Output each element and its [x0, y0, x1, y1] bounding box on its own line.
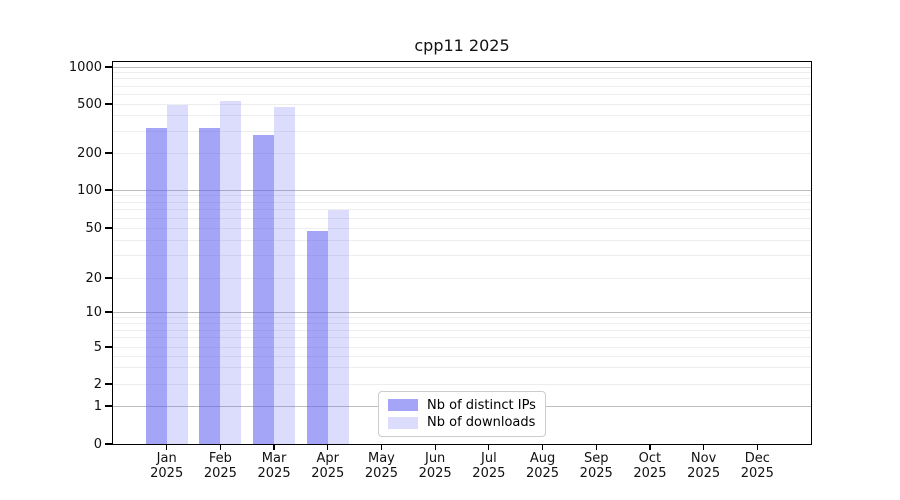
- y-tick-mark: [105, 66, 112, 68]
- gridline-minor: [113, 85, 811, 87]
- gridline-minor: [113, 115, 811, 117]
- y-tick-mark: [105, 443, 112, 445]
- gridline-minor: [113, 217, 811, 219]
- y-tick-label: 1: [93, 398, 102, 414]
- y-tick-label: 5: [93, 339, 102, 355]
- gridline-minor: [113, 227, 811, 229]
- bar-mar-distinct-ips: [253, 135, 275, 444]
- gridline-minor: [113, 355, 811, 357]
- x-tick-label: Oct 2025: [633, 451, 667, 481]
- gridline-major: [113, 189, 811, 191]
- gridline-minor: [113, 103, 811, 105]
- bar-feb-distinct-ips: [199, 127, 221, 444]
- gridline-minor: [113, 130, 811, 132]
- gridline-minor: [113, 277, 811, 279]
- legend-item-downloads: Nb of downloads: [388, 415, 536, 430]
- x-tick-mark: [273, 444, 275, 450]
- legend-swatch-downloads: [388, 416, 418, 429]
- gridline-major: [113, 311, 811, 313]
- gridline-minor: [113, 72, 811, 74]
- legend-item-distinct-ips: Nb of distinct IPs: [388, 398, 536, 413]
- bars-layer: [113, 62, 811, 444]
- gridline-minor: [113, 152, 811, 154]
- y-tick-mark: [105, 103, 112, 105]
- gridline-minor: [113, 195, 811, 197]
- gridline-minor: [113, 322, 811, 324]
- y-tick-mark: [105, 189, 112, 191]
- gridline-minor: [113, 316, 811, 318]
- y-tick-mark: [105, 405, 112, 407]
- x-tick-mark: [434, 444, 436, 450]
- y-tick-label: 10: [85, 304, 102, 320]
- y-tick-mark: [105, 227, 112, 229]
- x-tick-mark: [541, 444, 544, 450]
- gridline-minor: [113, 329, 811, 331]
- y-tick-label: 500: [77, 96, 102, 112]
- x-tick-mark: [166, 444, 168, 450]
- y-tick-mark: [105, 383, 112, 385]
- x-tick-label: May 2025: [364, 451, 398, 481]
- gridline-minor: [113, 209, 811, 211]
- x-tick-label: Sep 2025: [579, 451, 613, 481]
- gridline-minor: [113, 383, 811, 385]
- x-tick-label: Jan 2025: [150, 451, 184, 481]
- x-tick-mark: [649, 444, 651, 450]
- gridline-minor: [113, 201, 811, 203]
- legend: Nb of distinct IPs Nb of downloads: [378, 391, 546, 437]
- x-tick-label: Dec 2025: [740, 451, 774, 481]
- x-tick-label: Feb 2025: [203, 451, 237, 481]
- plot-area: Nb of distinct IPs Nb of downloads: [112, 61, 812, 445]
- y-tick-label: 50: [85, 220, 102, 236]
- legend-label-downloads: Nb of downloads: [427, 415, 536, 431]
- bar-mar-downloads: [274, 107, 296, 444]
- gridline-major: [113, 66, 811, 68]
- x-tick-mark: [702, 444, 705, 450]
- gridline-minor: [113, 78, 811, 80]
- legend-swatch-distinct-ips: [388, 399, 418, 412]
- gridline-minor: [113, 93, 811, 95]
- bar-apr-downloads: [327, 209, 349, 444]
- gridline-minor: [113, 337, 811, 339]
- x-tick-label: Jun 2025: [418, 451, 452, 481]
- y-tick-label: 1000: [68, 59, 102, 75]
- bar-feb-downloads: [220, 100, 242, 444]
- y-tick-mark: [105, 277, 112, 279]
- x-tick-mark: [595, 444, 597, 450]
- x-tick-label: Aug 2025: [525, 451, 560, 481]
- y-tick-mark: [105, 346, 112, 348]
- x-tick-mark: [488, 444, 490, 450]
- x-tick-label: Jul 2025: [472, 451, 506, 481]
- x-tick-mark: [380, 444, 383, 450]
- chart-title: cpp11 2025: [414, 36, 510, 55]
- y-tick-label: 0: [93, 436, 102, 452]
- gridline-minor: [113, 367, 811, 369]
- x-tick-label: Nov 2025: [687, 451, 721, 481]
- x-tick-mark: [756, 444, 758, 450]
- y-tick-label: 2: [93, 376, 102, 392]
- y-tick-label: 200: [77, 145, 102, 161]
- bar-apr-distinct-ips: [306, 231, 328, 444]
- grid-layer: [113, 62, 811, 444]
- gridline-minor: [113, 239, 811, 241]
- bar-jan-downloads: [166, 105, 188, 444]
- legend-label-distinct-ips: Nb of distinct IPs: [427, 397, 536, 413]
- x-tick-label: Mar 2025: [257, 451, 291, 481]
- x-tick-label: Apr 2025: [311, 451, 345, 481]
- gridline-minor: [113, 255, 811, 257]
- y-tick-mark: [105, 311, 112, 313]
- x-tick-mark: [219, 444, 222, 450]
- x-tick-mark: [327, 444, 329, 450]
- y-tick-label: 20: [85, 270, 102, 286]
- bar-jan-distinct-ips: [145, 127, 167, 444]
- gridline-minor: [113, 346, 811, 348]
- y-tick-label: 100: [77, 182, 102, 198]
- y-tick-mark: [105, 152, 112, 154]
